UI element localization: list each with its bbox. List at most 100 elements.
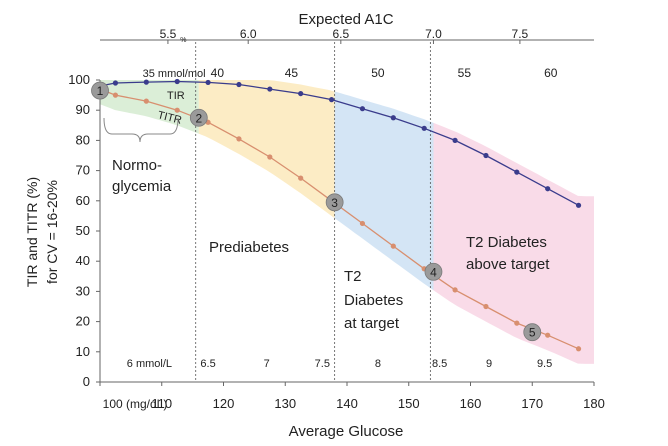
mmol-l-label: 6 mmol/L (127, 358, 172, 370)
y-axis-title-line1: TIR and TITR (%) (24, 177, 40, 287)
stage-marker (91, 81, 109, 100)
mmol-mol-label: 40 (211, 66, 225, 80)
band-t2-above-target (433, 122, 594, 364)
x-axis-title: Average Glucose (289, 423, 404, 440)
stage-marker (523, 323, 542, 342)
mmol-l-label: 8 (375, 358, 381, 370)
data-point-titr (298, 175, 304, 181)
chart-title: Expected A1C (298, 11, 393, 28)
normo-label-line2: glycemia (112, 178, 172, 195)
data-point-tir (359, 106, 366, 112)
a1c-percent-labels: 5.5 6.0 6.5 7.0 7.5% (160, 27, 529, 44)
data-point-titr (236, 136, 242, 142)
a1c-unit-label: % (180, 37, 186, 44)
stage-marker (325, 193, 344, 212)
y-tick-label: 90 (76, 102, 90, 117)
data-point-tir (545, 186, 551, 192)
x-tick-label: 170 (521, 396, 543, 411)
normo-brace (103, 117, 179, 143)
titr-label: TITR (156, 109, 183, 127)
mmol-l-label: 6.5 (200, 358, 215, 370)
stage-marker-label: 4 (430, 265, 437, 279)
divider-lines (195, 42, 431, 382)
stage-marker (189, 108, 208, 127)
data-point-tir (112, 80, 119, 86)
x-tick-label: 160 (460, 396, 482, 411)
y-tick-label: 20 (76, 314, 90, 329)
mmol-mol-label: 35 mmol/mol (143, 68, 206, 80)
band-t2-at-target (334, 91, 434, 291)
x-tick-label: 150 (398, 396, 420, 411)
t2-target-line2: Diabetes (344, 292, 403, 309)
mmol-mol-label: 60 (544, 66, 558, 80)
mmol-l-label: 9.5 (537, 358, 552, 370)
axes: 0 10 20 30 40 50 60 70 80 90 100 100 (mg/dL)110 120 1… (68, 39, 605, 411)
data-point-titr (359, 220, 366, 227)
data-point-tir (174, 78, 180, 85)
band-prediabetes (198, 80, 335, 219)
t2-above-line1: T2 Diabetes (466, 234, 547, 251)
prediabetes-label: Prediabetes (209, 239, 289, 256)
y-tick-label: 50 (76, 223, 90, 238)
mmol-mol-labels: 35 mmol/mol 40 45 50 55 60 (143, 66, 558, 80)
data-point-tir (514, 169, 520, 175)
data-point-titr (575, 346, 582, 352)
a1c-tick-label: 6.5 (332, 27, 349, 41)
a1c-tick-label: 6.0 (240, 27, 257, 41)
y-tick-label: 30 (76, 283, 90, 298)
y-axis-title-line2: for CV = 16-20% (44, 180, 60, 284)
mmol-l-label: 7.5 (315, 358, 330, 370)
data-point-tir (205, 79, 211, 86)
band-normoglycemia (100, 80, 199, 134)
data-point-titr (483, 303, 489, 310)
data-point-tir (267, 86, 273, 92)
data-point-titr (452, 287, 458, 293)
y-tick-label: 100 (68, 72, 90, 87)
data-point-titr (143, 98, 149, 104)
data-point-titr (267, 154, 273, 160)
stage-marker-label: 5 (529, 326, 536, 340)
data-point-tir (421, 125, 427, 131)
data-point-tir (452, 137, 458, 143)
t2-target-line1: T2 (344, 268, 362, 285)
y-tick-label: 60 (76, 193, 90, 208)
data-point-tir (575, 202, 582, 208)
a1c-tick-label: 7.0 (425, 27, 442, 41)
y-tick-label: 40 (76, 253, 90, 268)
region-bands (100, 80, 594, 364)
x-tick-label: 100 (mg/dL) (103, 397, 168, 411)
t2-target-line3: at target (344, 315, 400, 332)
stage-markers: 1 2 3 4 5 (91, 81, 542, 342)
data-point-titr (390, 243, 396, 249)
data-point-titr (545, 332, 551, 338)
a1c-tick-label: 7.5 (512, 27, 529, 41)
stage-marker-label: 2 (195, 111, 202, 125)
t2-above-line2: above target (466, 256, 550, 273)
data-point-tir (390, 115, 396, 121)
mmol-mol-label: 45 (285, 66, 299, 80)
a1c-tick-label: 5.5 (160, 27, 177, 41)
tir-label: TIR (167, 90, 185, 102)
normo-label-line1: Normo- (112, 157, 162, 174)
mmol-mol-label: 50 (371, 66, 385, 80)
stage-marker (424, 262, 443, 281)
data-point-tir (298, 90, 304, 97)
data-point-tir (143, 79, 149, 85)
x-tick-label: 120 (213, 396, 235, 411)
x-tick-label: 110 (151, 396, 172, 411)
y-tick-label: 0 (83, 374, 90, 389)
mmol-l-label: 8.5 (432, 358, 447, 370)
y-tick-label: 80 (76, 132, 90, 147)
data-point-tir (483, 152, 489, 159)
stage-marker-label: 1 (97, 84, 104, 98)
data-point-titr (112, 92, 119, 98)
mmol-l-label: 9 (486, 358, 492, 370)
mmol-l-label: 7 (264, 358, 270, 370)
x-tick-label: 130 (274, 396, 296, 411)
mmol-mol-label: 55 (458, 66, 472, 80)
data-point-tir (236, 81, 242, 88)
y-tick-label: 70 (76, 163, 90, 178)
data-point-titr (174, 107, 180, 113)
stage-marker-label: 3 (331, 196, 338, 210)
